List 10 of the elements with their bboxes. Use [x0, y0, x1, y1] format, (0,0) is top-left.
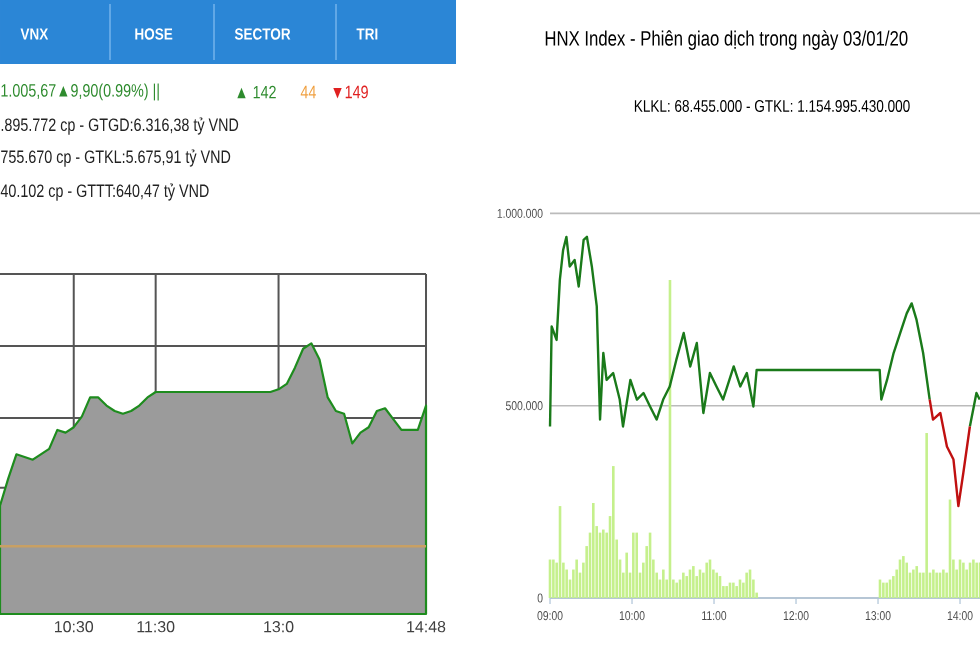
text: 755.670 cp - GTKL:5.675,91 tỷ VND: [1, 149, 231, 167]
text: 40.102 cp - GTTT:640,47 tỷ VND: [0, 183, 209, 201]
text: ▼149: [333, 85, 368, 99]
chart-subtitle: KLKL: 68.455.000 - GTKL: 1.154.995.430.000: [634, 100, 910, 112]
chart-title: HNX Index - Phiên giao dịch trong ngày 03/01/20: [545, 30, 908, 50]
line-series: [928, 398, 972, 508]
text: .895.772 cp - GTGD:6.316,38 tỷ VND: [1, 117, 239, 135]
text: 44: [300, 85, 316, 99]
text: 1.005,67▲9,90(0.99%) ||: [1, 83, 159, 101]
text: ▲ 142: [237, 85, 276, 99]
